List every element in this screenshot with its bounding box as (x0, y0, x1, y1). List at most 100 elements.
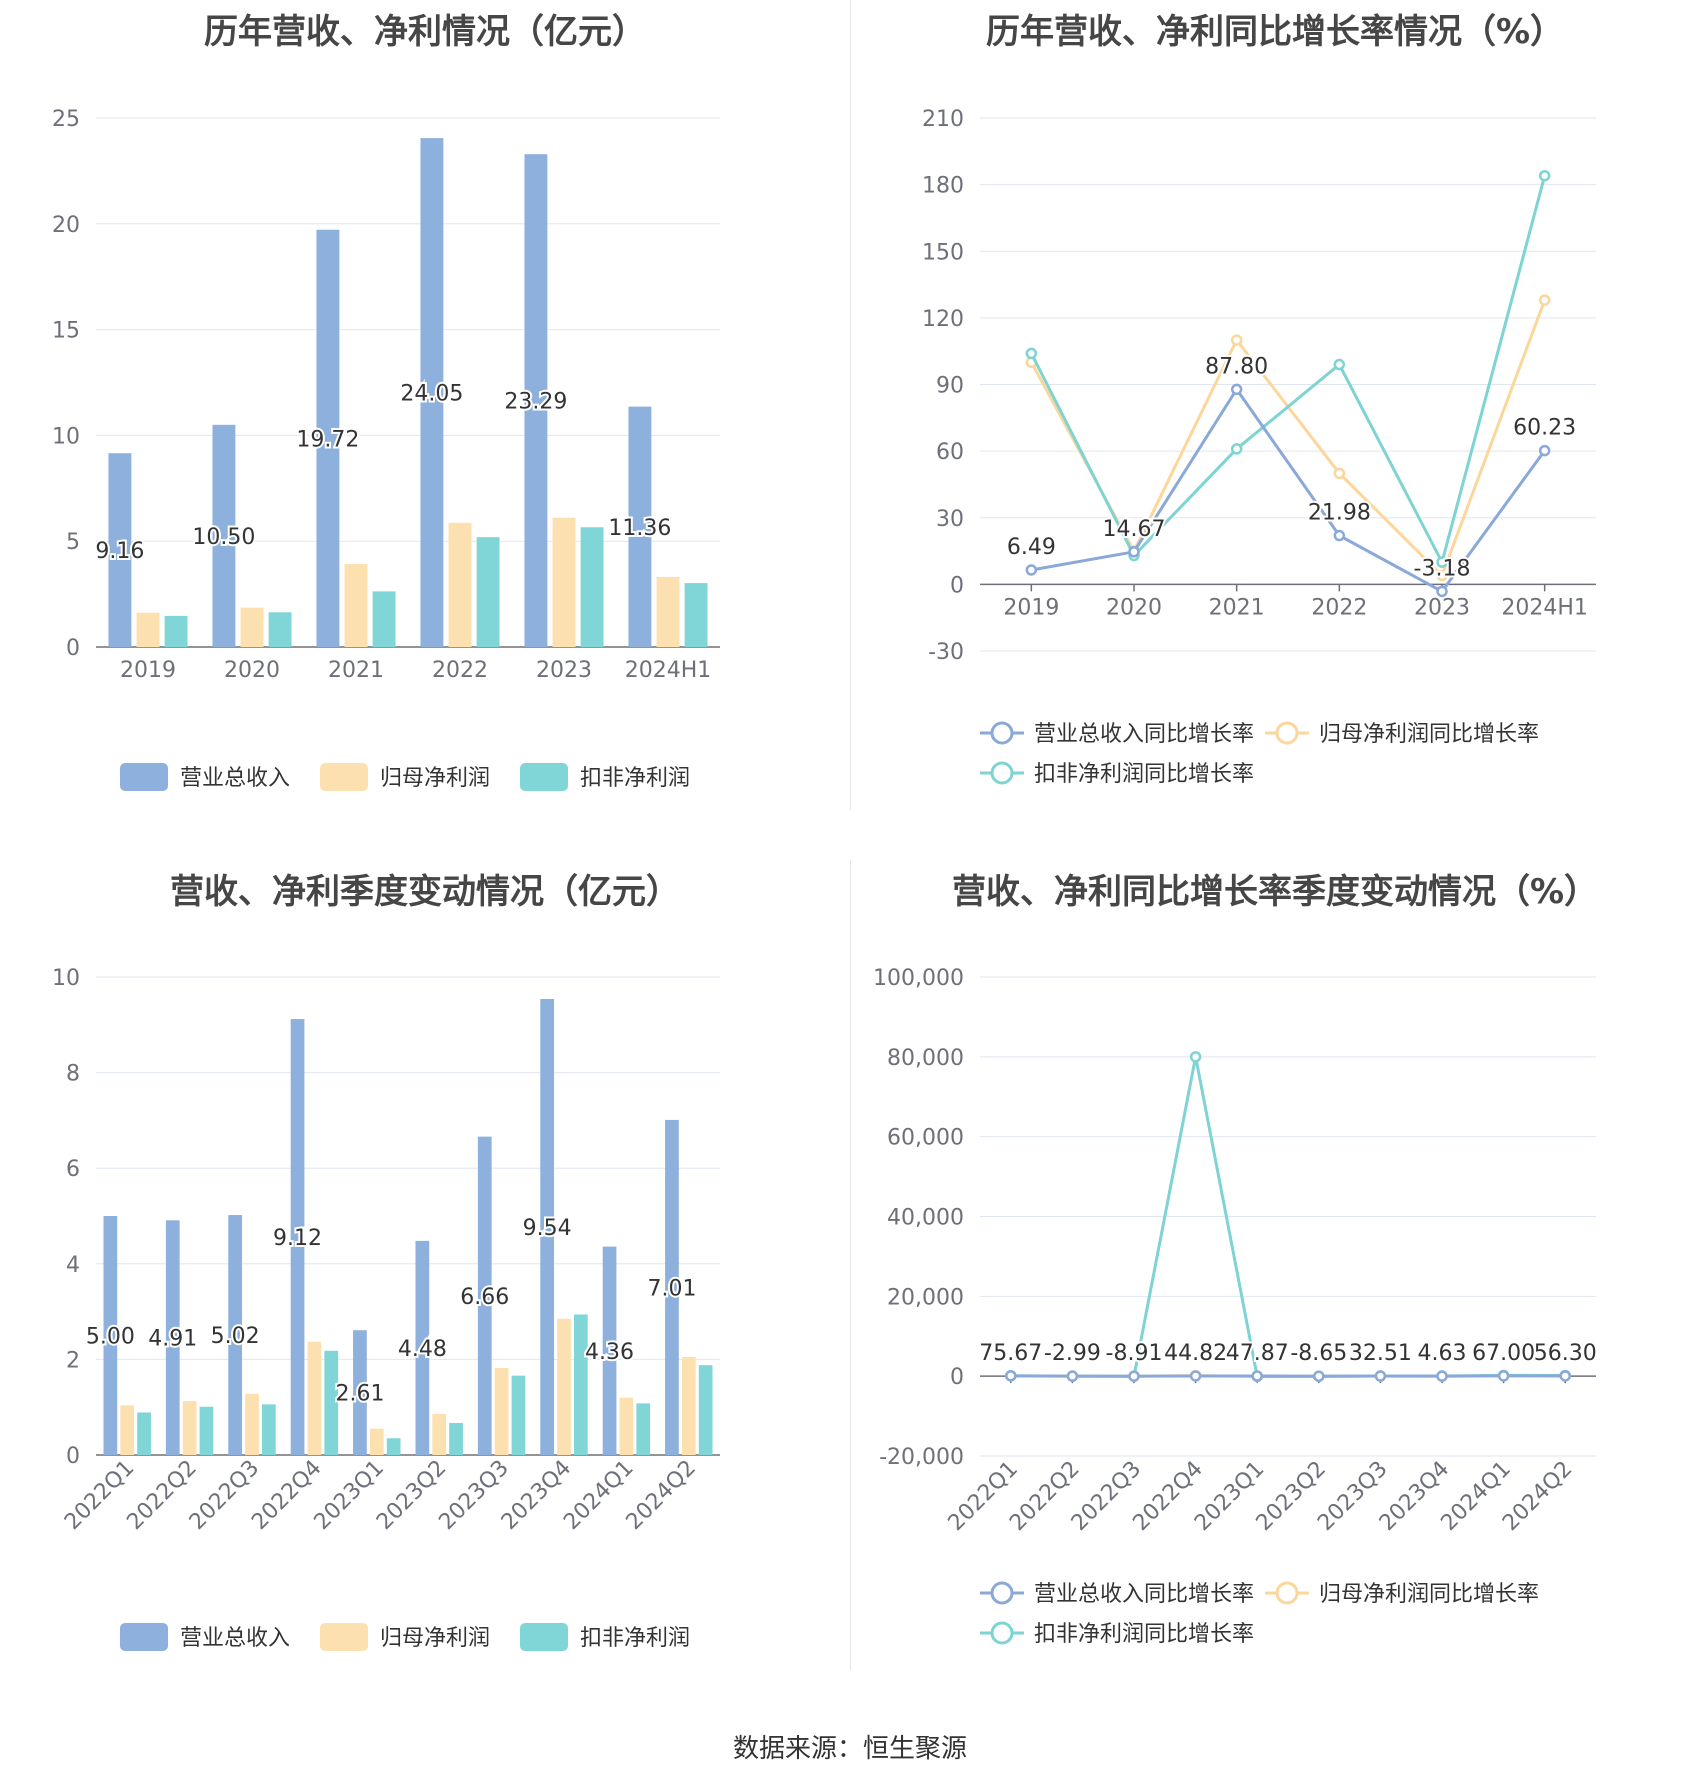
bar-net-profit (369, 1428, 384, 1455)
data-point (1559, 1370, 1571, 1382)
y-tick-label: -30 (928, 640, 964, 665)
data-label: 5.02 (211, 1324, 260, 1349)
y-tick-label: 80,000 (887, 1046, 964, 1071)
bar-deducted-profit (511, 1375, 526, 1455)
y-tick-label: 90 (936, 374, 964, 399)
y-tick-label: 0 (66, 636, 80, 661)
annual-values-chart: 0 5 10 15 20 25 2019 2020 2021 2022 2023 2024H1 9.16… (52, 107, 720, 791)
y-tick-label: 40,000 (887, 1206, 964, 1231)
data-source: 数据来源：恒生聚源 (732, 1734, 967, 1764)
data-point (1230, 334, 1243, 346)
quarterly-growth-chart: -20,000020,00040,00060,00080,000100,0002… (873, 966, 1599, 1647)
bar-deducted-profit (137, 1412, 151, 1455)
bar-deducted-profit (573, 1314, 588, 1455)
bar-deducted-profit (372, 591, 396, 647)
panel-annual-growth: 历年营收、净利同比增长率情况（%） -30 0 30 60 90 120 150 180 210… (850, 0, 1700, 860)
data-point (1005, 1370, 1017, 1382)
data-label: 19.72 (296, 427, 359, 452)
bar-net-profit (448, 522, 472, 647)
bar-revenue (290, 1019, 305, 1455)
x-tick-label: 2023 (1414, 595, 1470, 620)
bar-deducted-profit (261, 1404, 276, 1455)
legend-label: 归母净利润 (380, 1626, 490, 1651)
x-tick-label: 2020 (224, 658, 280, 683)
x-tick-label: 2022 (432, 658, 488, 683)
legend-label: 扣非净利润 (580, 1626, 690, 1651)
data-label: -8.65 (1290, 1341, 1347, 1366)
x-tick-label: 2021 (328, 658, 384, 683)
legend-label: 扣非净利润同比增长率 (1034, 762, 1254, 787)
bar-revenue (415, 1240, 430, 1455)
panel-divider-bottom (850, 860, 851, 1670)
data-label: 2.61 (335, 1382, 384, 1407)
data-point (1025, 564, 1038, 576)
data-point (1230, 383, 1243, 396)
data-label: 6.49 (1007, 535, 1056, 560)
y-tick-label: 60,000 (887, 1126, 964, 1151)
y-tick-label: 0 (950, 573, 964, 598)
series-line (1031, 386, 1546, 594)
bar-net-profit (344, 564, 368, 647)
panel-quarterly-growth: 营收、净利同比增长率季度变动情况（%） -20,000 0 20,000 40,000… (850, 860, 1700, 1720)
legend-marker (990, 1621, 1014, 1645)
y-tick-label: 20 (52, 213, 80, 238)
annual-growth-chart: -30 0 30 60 90 120 150 180 210 2019 2020 2021 2022 20… (922, 107, 1596, 787)
x-tick-label: 2019 (120, 658, 176, 683)
bar-net-profit (432, 1413, 447, 1455)
x-tick-label: 2023 (536, 658, 592, 683)
bar-deducted-profit (476, 537, 500, 647)
y-tick-label: 5 (66, 530, 80, 555)
data-label: 67.00 (1472, 1341, 1535, 1366)
bar-revenue (524, 154, 548, 647)
x-tick-label: 2024H1 (1501, 595, 1588, 620)
y-tick-label: 60 (936, 440, 964, 465)
data-label: 56.30 (1534, 1341, 1597, 1366)
y-tick-label: 150 (922, 240, 964, 265)
bar-revenue (103, 1216, 118, 1455)
y-tick-label: -20,000 (879, 1445, 964, 1470)
data-label: 7.01 (647, 1276, 696, 1301)
data-label: 10.50 (192, 525, 255, 550)
data-label: 9.54 (523, 1216, 572, 1241)
legend-swatch (520, 1623, 568, 1651)
chart-title: 历年营收、净利情况（亿元） (204, 12, 646, 52)
bar-revenue (420, 138, 444, 648)
legend-swatch (120, 1623, 168, 1651)
data-label: 4.63 (1418, 1341, 1467, 1366)
bar-revenue (602, 1246, 617, 1455)
y-tick-label: 10 (52, 424, 80, 449)
data-label: 4.48 (398, 1337, 447, 1362)
x-tick-label: 2022 (1311, 595, 1367, 620)
legend-swatch (120, 763, 168, 791)
bar-revenue (628, 406, 652, 647)
legend-label: 营业总收入同比增长率 (1034, 1582, 1254, 1607)
data-label: 9.16 (95, 539, 144, 564)
data-point (1333, 529, 1346, 542)
legend-label: 归母净利润同比增长率 (1319, 722, 1539, 747)
data-point (1374, 1370, 1387, 1382)
data-label: 11.36 (608, 516, 671, 541)
bar-revenue (353, 1330, 367, 1455)
data-point (1497, 1370, 1510, 1382)
data-label: 87.80 (1205, 354, 1268, 379)
y-tick-label: 180 (922, 174, 964, 199)
y-tick-label: 25 (52, 107, 80, 132)
data-point (1333, 467, 1346, 480)
bar-revenue (228, 1215, 243, 1455)
bar-net-profit (240, 607, 264, 647)
panel-quarterly-values: 营收、净利季度变动情况（亿元） 0 2 4 6 8 10 2022Q1 2022Q2 2022Q… (0, 860, 850, 1720)
y-tick-label: 100,000 (873, 966, 964, 991)
data-point (1538, 444, 1551, 457)
panel-divider-top (850, 0, 851, 810)
y-tick-label: 2 (66, 1348, 80, 1373)
y-tick-label: 30 (936, 507, 964, 532)
data-point (1538, 294, 1551, 306)
data-label: -2.99 (1044, 1341, 1101, 1366)
legend-label: 归母净利润同比增长率 (1319, 1582, 1539, 1607)
bar-net-profit (552, 517, 576, 647)
data-point (1538, 169, 1551, 182)
legend-label: 营业总收入同比增长率 (1034, 722, 1254, 747)
bar-net-profit (120, 1405, 135, 1455)
legend-marker (1275, 721, 1299, 745)
bar-net-profit (619, 1397, 634, 1455)
